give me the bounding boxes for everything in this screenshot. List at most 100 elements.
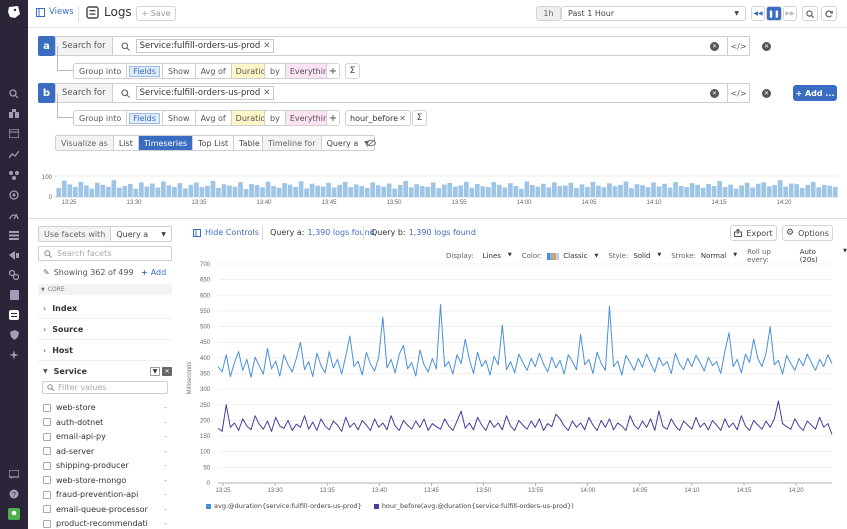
query-b-group-into[interactable]: Group into Fields✕ bbox=[73, 110, 172, 126]
notebooks-icon[interactable] bbox=[7, 229, 21, 241]
facet-group-index[interactable]: › Index bbox=[38, 304, 172, 313]
facet-checkbox[interactable] bbox=[43, 461, 51, 470]
tab-timeseries[interactable]: Timeseries bbox=[138, 136, 194, 150]
service-facet-item[interactable]: web-store-mongo - bbox=[43, 476, 167, 485]
facet-checkbox[interactable] bbox=[43, 490, 51, 499]
query-a-letter[interactable]: a bbox=[38, 36, 55, 56]
code-view-icon[interactable]: </> bbox=[727, 37, 749, 55]
add-query-button[interactable]: + Add ... bbox=[793, 85, 837, 101]
facet-checkbox[interactable] bbox=[43, 418, 51, 426]
use-facets-value[interactable]: Query a ▼ bbox=[111, 227, 171, 241]
query-b-count-value[interactable]: 1,390 logs found bbox=[408, 228, 476, 237]
time-shortcut[interactable]: 1h bbox=[536, 6, 561, 21]
remove-query-b-icon[interactable]: ✕ bbox=[762, 89, 771, 98]
show-aggregation[interactable]: Avg of bbox=[196, 111, 232, 125]
facet-checkbox[interactable] bbox=[43, 519, 51, 528]
stroke-select[interactable]: Normal ▼ bbox=[701, 252, 737, 260]
service-facet-item[interactable]: web-store - bbox=[43, 403, 167, 412]
integrations-icon[interactable] bbox=[7, 269, 21, 281]
pause-button[interactable]: ❚❚ bbox=[766, 6, 782, 21]
by-value[interactable]: Everything bbox=[285, 64, 338, 78]
monitors-icon[interactable] bbox=[7, 189, 21, 201]
timeseries-chart[interactable]: Milliseconds 0 50 100 150 200 250 300 350 400 450… bbox=[185, 256, 840, 501]
query-a-service-tag[interactable]: Service:fulfill-orders-us-prod ✕ bbox=[135, 39, 275, 53]
hide-controls-button[interactable]: Hide Controls bbox=[193, 228, 259, 237]
query-b-letter[interactable]: b bbox=[38, 83, 55, 103]
clear-search-icon[interactable]: ✕ bbox=[710, 41, 719, 51]
refresh-button[interactable] bbox=[821, 6, 837, 21]
binoculars-icon[interactable] bbox=[7, 107, 21, 119]
add-facet-button[interactable]: + Add bbox=[141, 268, 166, 277]
step-back-button[interactable]: ◀◀ bbox=[751, 6, 765, 21]
query-a-show[interactable]: Show Avg of Duration bbox=[162, 63, 276, 79]
show-measure[interactable]: Duration bbox=[231, 111, 275, 125]
facet-group-source[interactable]: › Source bbox=[38, 325, 172, 334]
save-button[interactable]: + Save bbox=[136, 6, 176, 21]
dashboards-icon[interactable] bbox=[7, 127, 21, 139]
apm-icon[interactable] bbox=[7, 209, 21, 221]
series-line-a[interactable] bbox=[217, 304, 833, 378]
query-a-by[interactable]: by Everything bbox=[264, 63, 339, 79]
by-value[interactable]: Everything bbox=[285, 111, 338, 125]
core-section-header[interactable]: ▼ CORE bbox=[38, 284, 172, 295]
filter-values-input[interactable]: Filter values bbox=[42, 381, 168, 394]
infrastructure-icon[interactable] bbox=[7, 169, 21, 181]
color-select[interactable]: Classic ▼ bbox=[547, 252, 598, 260]
query-b-show[interactable]: Show Avg of Duration bbox=[162, 110, 276, 126]
query-b-service-tag[interactable]: Service:fulfill-orders-us-prod ✕ bbox=[135, 86, 275, 100]
metrics-icon[interactable] bbox=[7, 148, 21, 160]
step-forward-button[interactable]: ▶▶ bbox=[783, 6, 797, 21]
hide-timeline-icon[interactable] bbox=[366, 139, 376, 147]
query-b-sigma-button[interactable]: Σ bbox=[412, 110, 427, 126]
facet-group-host[interactable]: › Host bbox=[38, 346, 172, 355]
remove-tag-icon[interactable]: ✕ bbox=[263, 88, 271, 98]
facet-checkbox[interactable] bbox=[43, 432, 51, 441]
remove-function-icon[interactable]: ✕ bbox=[399, 113, 406, 123]
remove-query-a-icon[interactable]: ✕ bbox=[762, 42, 771, 51]
pencil-icon[interactable]: ✎ bbox=[43, 268, 50, 277]
service-facet-item[interactable]: email-queue-processor - bbox=[43, 505, 167, 514]
notebook-icon[interactable] bbox=[7, 289, 21, 301]
facet-checkbox[interactable] bbox=[43, 403, 51, 412]
tab-list[interactable]: List bbox=[114, 136, 139, 150]
chat-icon[interactable] bbox=[7, 468, 21, 480]
filter-icon[interactable]: ▼ bbox=[150, 367, 160, 376]
timeline-histogram[interactable]: 100 0 13:25 13:30 13:35 13:40 13:45 13:50 13:5… bbox=[38, 168, 838, 208]
query-a-add-function-button[interactable]: + bbox=[326, 63, 340, 79]
series-line-b[interactable] bbox=[217, 400, 833, 435]
tab-top-list[interactable]: Top List bbox=[193, 136, 235, 150]
search-icon[interactable] bbox=[7, 88, 21, 100]
service-facet-item[interactable]: email-api-py - bbox=[43, 432, 167, 441]
export-button[interactable]: Export bbox=[730, 225, 777, 241]
close-icon[interactable]: ✕ bbox=[162, 367, 172, 376]
facet-checkbox[interactable] bbox=[43, 476, 51, 484]
query-a-search-bar[interactable]: Search for Service:fulfill-orders-us-pro… bbox=[55, 36, 750, 56]
security-icon[interactable] bbox=[7, 329, 21, 341]
query-a-sigma-button[interactable]: Σ bbox=[345, 63, 360, 79]
help-icon[interactable]: ? bbox=[7, 488, 21, 500]
facet-checkbox[interactable] bbox=[43, 505, 51, 513]
views-button[interactable]: Views bbox=[36, 7, 74, 17]
facet-group-service[interactable]: ▼ Service ▼ ✕ bbox=[38, 367, 172, 376]
service-facet-item[interactable]: fraud-prevention-api - bbox=[43, 490, 167, 499]
query-a-count-value[interactable]: 1,390 logs found bbox=[307, 228, 375, 237]
service-facet-item[interactable]: product-recommendati - bbox=[43, 519, 167, 528]
rollup-select[interactable]: Auto (20s) ▼ bbox=[800, 248, 847, 264]
show-aggregation[interactable]: Avg of bbox=[196, 64, 232, 78]
user-avatar[interactable] bbox=[7, 508, 21, 520]
query-b-by[interactable]: by Everything bbox=[264, 110, 339, 126]
remove-tag-icon[interactable]: ✕ bbox=[263, 41, 271, 51]
show-measure[interactable]: Duration bbox=[231, 64, 275, 78]
ux-monitoring-icon[interactable] bbox=[7, 349, 21, 361]
tab-table[interactable]: Table bbox=[239, 138, 260, 148]
query-b-add-function-button[interactable]: + bbox=[326, 110, 340, 126]
synthetics-icon[interactable] bbox=[7, 249, 21, 261]
legend-item-b[interactable]: hour_before(avg:@duration{service:fulfil… bbox=[373, 502, 574, 510]
legend-item-a[interactable]: avg:@duration{service:fulfill-orders-us-… bbox=[206, 502, 362, 510]
clear-search-icon[interactable]: ✕ bbox=[710, 88, 719, 98]
service-facet-item[interactable]: shipping-producer - bbox=[43, 461, 167, 470]
query-b-function-chip[interactable]: hour_before ✕ bbox=[345, 110, 411, 126]
facet-checkbox[interactable] bbox=[43, 447, 51, 455]
timeline-for-select[interactable]: Timeline for Query a ▼ bbox=[262, 135, 375, 151]
logs-icon[interactable] bbox=[7, 309, 21, 321]
